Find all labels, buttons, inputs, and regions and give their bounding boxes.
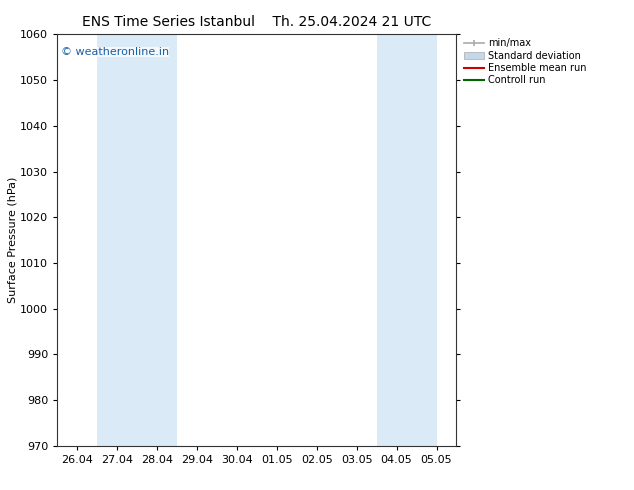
Legend: min/max, Standard deviation, Ensemble mean run, Controll run: min/max, Standard deviation, Ensemble me… [460,34,590,89]
Y-axis label: Surface Pressure (hPa): Surface Pressure (hPa) [7,177,17,303]
Title: ENS Time Series Istanbul    Th. 25.04.2024 21 UTC: ENS Time Series Istanbul Th. 25.04.2024 … [82,15,431,29]
Bar [377,34,436,446]
Text: © weatheronline.in: © weatheronline.in [61,47,169,57]
Bar [97,34,177,446]
